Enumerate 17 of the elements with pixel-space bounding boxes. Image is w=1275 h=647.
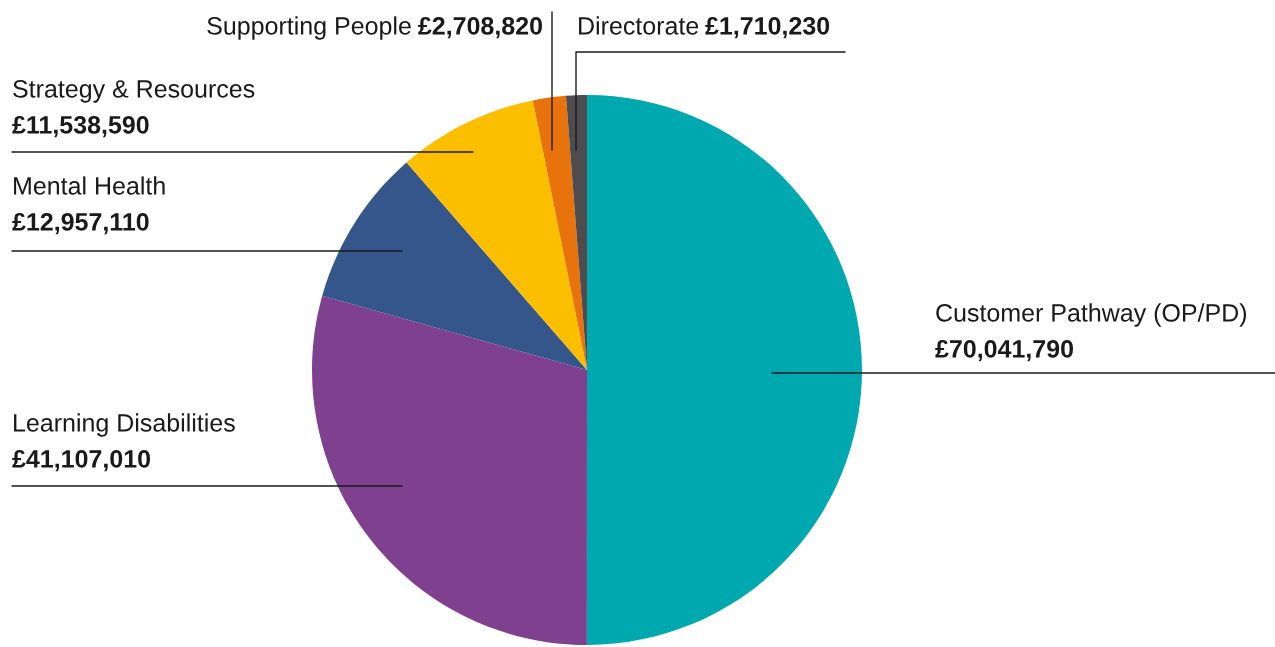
data-label: £2,708,820	[418, 17, 542, 39]
slice-label: Mental Health	[14, 176, 165, 195]
slice-label: Customer Pathway (OP/PD)	[936, 303, 1247, 327]
pie-slice	[406, 100, 587, 370]
pie-slice	[322, 162, 587, 370]
data-label: £11,538,590	[12, 116, 149, 138]
data-label: £12,957,110	[12, 213, 149, 235]
slice-label: Supporting People	[207, 16, 411, 40]
pie-slice	[586, 95, 862, 645]
slice-label: Directorate	[579, 16, 699, 35]
data-label: £41,107,010	[12, 450, 150, 472]
data-label: £1,710,230	[705, 17, 830, 39]
slice-label: Learning Disabilities	[14, 413, 235, 437]
data-label: £70,041,790	[935, 340, 1073, 362]
pie-slice	[532, 95, 587, 370]
pie-slice	[312, 295, 587, 645]
slice-label: Strategy & Resources	[13, 80, 255, 103]
